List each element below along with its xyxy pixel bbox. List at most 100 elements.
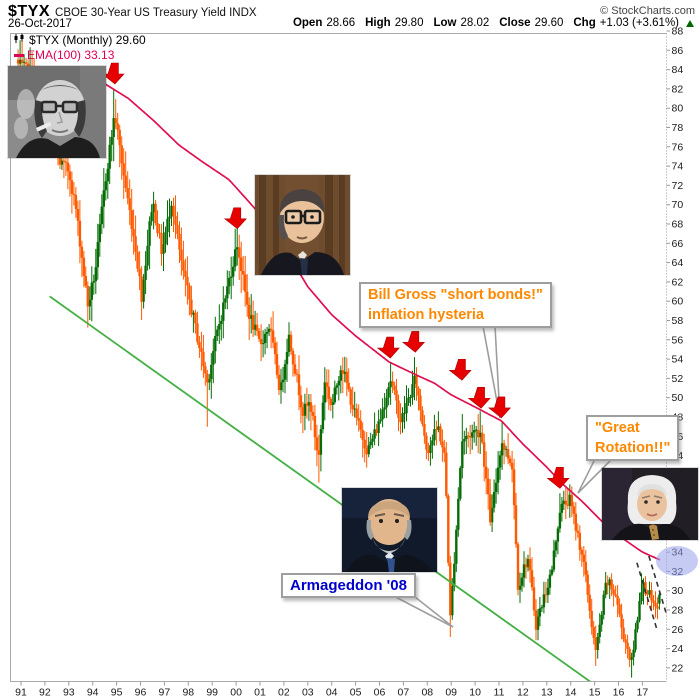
candlestick-series bbox=[16, 34, 661, 678]
quote-chg-value: +1.03 (+3.61%) bbox=[599, 17, 679, 29]
y-axis-label: 26 bbox=[672, 624, 684, 636]
x-axis-year-label: 15 bbox=[589, 687, 601, 699]
dashed-line-2 bbox=[648, 555, 667, 618]
x-axis-year-label: 93 bbox=[63, 687, 75, 699]
ohlc-quote-row: Open 28.66 High 29.80 Low 28.02 Close 29.60 Chg +… bbox=[287, 17, 694, 29]
y-axis-label: 58 bbox=[672, 315, 684, 327]
billgross-callout: Bill Gross "short bonds!" inflation hyst… bbox=[359, 282, 552, 328]
y-axis-label: 52 bbox=[672, 373, 684, 385]
plot-border bbox=[10, 33, 667, 682]
dashed-channel-lines bbox=[636, 555, 667, 632]
y-axis-label: 64 bbox=[672, 257, 684, 269]
chart-header: $TYX CBOE 30-Year US Treasury Yield INDX bbox=[8, 3, 257, 21]
y-axis-label: 86 bbox=[672, 45, 684, 57]
x-axis-year-label: 12 bbox=[517, 687, 529, 699]
quote-high-label: High bbox=[365, 17, 391, 29]
red-down-arrow bbox=[546, 467, 570, 489]
x-axis-year-label: 11 bbox=[494, 687, 505, 699]
quote-open-label: Open bbox=[292, 17, 323, 29]
photo-yellen bbox=[602, 468, 698, 540]
x-axis-year-label: 99 bbox=[206, 687, 218, 699]
y-axis-label: 70 bbox=[672, 199, 684, 211]
photo-greenspan bbox=[255, 175, 350, 275]
x-axis-year-label: 00 bbox=[230, 687, 242, 699]
armageddon-pointer bbox=[387, 592, 454, 628]
candlestick-icon bbox=[14, 33, 25, 47]
quote-date: 26-Oct-2017 bbox=[8, 18, 72, 30]
x-axis-year-label: 02 bbox=[278, 687, 290, 699]
red-down-arrow bbox=[467, 386, 491, 409]
ema-line bbox=[101, 81, 661, 561]
red-down-arrow bbox=[488, 396, 512, 419]
billgross-line1: Bill Gross "short bonds!" bbox=[368, 287, 543, 303]
chart-title: CBOE 30-Year US Treasury Yield INDX bbox=[55, 7, 257, 19]
y-axis-label: 62 bbox=[672, 276, 684, 288]
x-axis-year-label: 03 bbox=[302, 687, 314, 699]
y-axis-label: 78 bbox=[672, 122, 684, 134]
x-axis-year-label: 14 bbox=[565, 687, 577, 699]
x-axis-year-label: 98 bbox=[182, 687, 194, 699]
symbol-label: $TYX bbox=[8, 3, 51, 20]
y-axis-label: 28 bbox=[672, 605, 684, 617]
y-axis-label: 66 bbox=[672, 238, 684, 250]
x-axis-year-label: 07 bbox=[398, 687, 410, 699]
callout-pointers bbox=[387, 325, 616, 628]
x-axis-year-label: 08 bbox=[421, 687, 433, 699]
trendline bbox=[49, 295, 592, 682]
y-axis-label: 54 bbox=[672, 354, 684, 366]
y-axis-label: 56 bbox=[672, 334, 684, 346]
ema-100-line bbox=[101, 81, 661, 561]
x-axis-year-label: 16 bbox=[613, 687, 625, 699]
source-credit: © StockCharts.com bbox=[600, 5, 695, 17]
x-axis-year-label: 04 bbox=[326, 687, 338, 699]
red-down-arrow bbox=[401, 330, 426, 353]
quote-close-value: 29.60 bbox=[534, 17, 564, 29]
x-axis-year-label: 17 bbox=[637, 687, 649, 699]
down-candle-bodies bbox=[16, 59, 659, 660]
x-axis-year-label: 95 bbox=[111, 687, 123, 699]
quote-low-label: Low bbox=[433, 17, 457, 29]
x-axis-year-label: 96 bbox=[135, 687, 147, 699]
x-axis-year-label: 92 bbox=[39, 687, 51, 699]
x-axis-year-label: 13 bbox=[541, 687, 553, 699]
highlight-ellipse bbox=[656, 546, 698, 576]
y-axis-label: 74 bbox=[672, 161, 684, 173]
quote-low-value: 28.02 bbox=[460, 17, 490, 29]
x-axis-year-label: 97 bbox=[159, 687, 171, 699]
billgross-line2: inflation hysteria bbox=[368, 307, 485, 323]
y-axis-label: 24 bbox=[672, 643, 684, 655]
y-axis-label: 72 bbox=[672, 180, 684, 192]
y-axis-label: 60 bbox=[672, 296, 684, 308]
quote-open-value: 28.66 bbox=[326, 17, 356, 29]
support-trendline bbox=[49, 295, 592, 682]
x-axis-year-label: 94 bbox=[87, 687, 99, 699]
rotation-line1: "Great bbox=[595, 420, 640, 436]
quote-high-value: 29.80 bbox=[394, 17, 424, 29]
armageddon-callout: Armageddon '08 bbox=[281, 573, 416, 598]
red-down-arrow bbox=[448, 358, 472, 381]
ema-legend-swatch bbox=[14, 53, 24, 57]
up-candle-bodies bbox=[18, 59, 661, 660]
y-axis-label: 82 bbox=[672, 83, 684, 95]
ema-legend-label: EMA(100) 33.13 bbox=[27, 48, 115, 62]
red-down-arrows bbox=[101, 62, 570, 489]
photo-bernanke bbox=[342, 488, 437, 572]
y-axis-label: 88 bbox=[672, 26, 684, 38]
quote-close-label: Close bbox=[499, 17, 531, 29]
y-axis-label: 76 bbox=[672, 141, 684, 153]
x-axis-year-label: 91 bbox=[15, 687, 27, 699]
y-axis-label: 22 bbox=[672, 662, 684, 674]
y-axis-label: 68 bbox=[672, 219, 684, 231]
photo-volcker bbox=[8, 66, 106, 158]
y-axis-label: 80 bbox=[672, 103, 684, 115]
armageddon-text: Armageddon '08 bbox=[290, 577, 407, 594]
great-rotation-callout: "Great Rotation!!" bbox=[586, 415, 680, 461]
y-axis-label: 30 bbox=[672, 585, 684, 597]
red-down-arrow bbox=[376, 336, 400, 359]
change-up-arrow-icon bbox=[686, 19, 694, 27]
red-down-arrow bbox=[101, 62, 125, 85]
x-axis-year-label: 09 bbox=[445, 687, 457, 699]
x-axis-year-label: 01 bbox=[254, 687, 266, 699]
plot-legend: $TYX (Monthly) 29.60 EMA(100) 33.13 bbox=[14, 33, 146, 62]
